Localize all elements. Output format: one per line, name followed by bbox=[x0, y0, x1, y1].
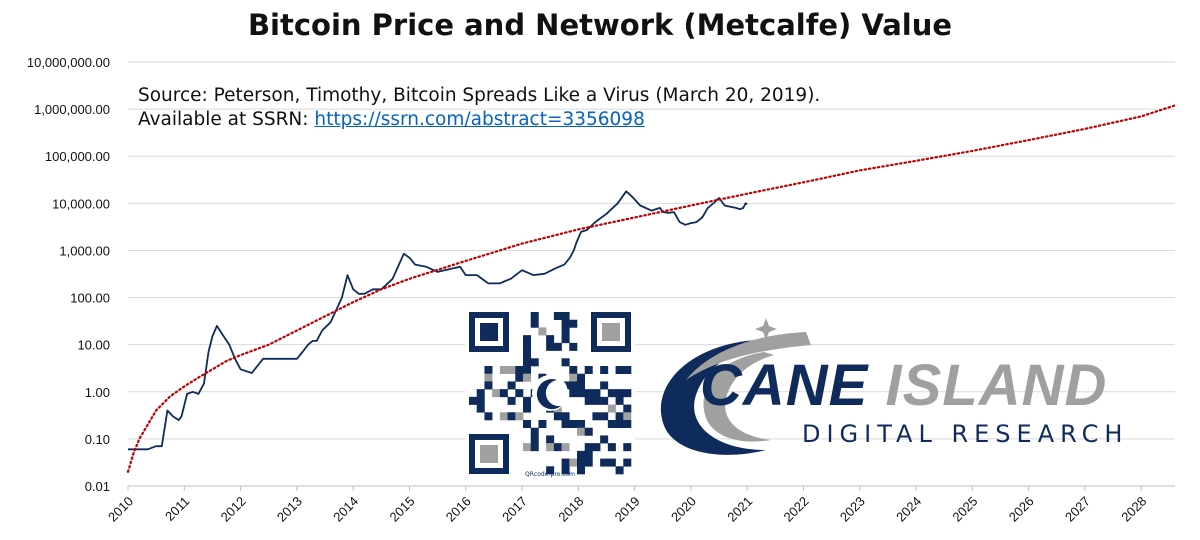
y-tick-label: 10,000,000.00 bbox=[27, 55, 110, 70]
available-line: Available at SSRN: https://ssrn.com/abst… bbox=[138, 108, 820, 132]
x-tick-label: 2024 bbox=[893, 494, 924, 525]
source-line: Source: Peterson, Timothy, Bitcoin Sprea… bbox=[138, 85, 821, 106]
x-tick-label: 2021 bbox=[724, 494, 755, 525]
x-tick-label: 2020 bbox=[668, 494, 699, 525]
y-tick-label: 0.01 bbox=[85, 479, 110, 494]
x-axis-ticks: 2010 2011 2012 2013 2014 2015 2016 2017 2018 2019… bbox=[105, 494, 1149, 525]
cane-island-logo-icon bbox=[660, 318, 811, 455]
x-tick-label: 2017 bbox=[499, 494, 530, 525]
x-tick-label: 2026 bbox=[1006, 494, 1037, 525]
chart-title: Bitcoin Price and Network (Metcalfe) Val… bbox=[247, 8, 953, 42]
logo-brand-secondary: ISLAND bbox=[885, 353, 1108, 418]
x-tick-label: 2015 bbox=[387, 494, 418, 525]
qr-caption: QRcode-pro.com bbox=[525, 471, 575, 478]
x-tick-label: 2018 bbox=[555, 494, 586, 525]
metcalfe-value-line bbox=[126, 104, 1177, 473]
gridlines bbox=[127, 61, 1175, 491]
y-tick-label: 10,000.00 bbox=[52, 196, 110, 211]
logo-brand: CANE ISLAND bbox=[700, 352, 1107, 419]
y-tick-label: 1,000,000.00 bbox=[34, 102, 110, 117]
ssrn-link[interactable]: https://ssrn.com/abstract=3356098 bbox=[314, 109, 645, 130]
y-tick-label: 1,000.00 bbox=[59, 243, 110, 258]
available-prefix: Available at SSRN: bbox=[138, 109, 315, 130]
x-tick-label: 2016 bbox=[443, 494, 474, 525]
x-tick-label: 2028 bbox=[1118, 494, 1149, 525]
qr-code-icon: QRcode-pro.com bbox=[465, 308, 635, 478]
x-tick-label: 2014 bbox=[330, 494, 361, 525]
x-tick-label: 2012 bbox=[218, 494, 249, 525]
x-tick-label: 2011 bbox=[162, 494, 192, 524]
x-tick-label: 2027 bbox=[1062, 494, 1093, 525]
y-tick-label: 100,000.00 bbox=[45, 149, 110, 164]
source-annotation: Source: Peterson, Timothy, Bitcoin Sprea… bbox=[138, 84, 820, 132]
y-tick-label: 1.00 bbox=[85, 385, 110, 400]
x-tick-label: 2010 bbox=[105, 494, 136, 525]
x-tick-label: 2013 bbox=[274, 494, 305, 525]
y-tick-label: 10.00 bbox=[77, 338, 110, 353]
x-tick-label: 2019 bbox=[612, 494, 643, 525]
x-tick-label: 2023 bbox=[837, 494, 868, 525]
x-tick-label: 2025 bbox=[949, 494, 980, 525]
y-axis-ticks: 10,000,000.00 1,000,000.00 100,000.00 10,00… bbox=[27, 55, 110, 494]
logo-brand-primary: CANE bbox=[700, 353, 869, 418]
logo-subtitle: DIGITAL RESEARCH bbox=[802, 420, 1129, 448]
y-tick-label: 0.10 bbox=[85, 432, 110, 447]
x-tick-label: 2022 bbox=[781, 494, 812, 525]
series-group bbox=[126, 104, 1177, 473]
y-tick-label: 100.00 bbox=[70, 291, 110, 306]
price-series-line bbox=[128, 190, 748, 451]
